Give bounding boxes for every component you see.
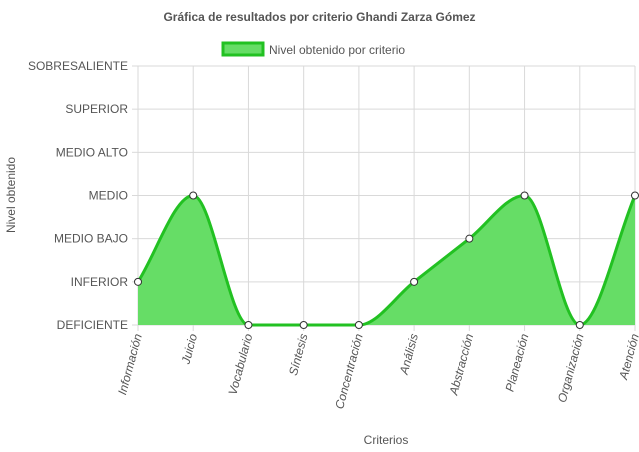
chart-title: Gráfica de resultados por criterio Ghand… bbox=[163, 10, 475, 24]
y-tick-label: DEFICIENTE bbox=[57, 318, 128, 332]
series-area bbox=[136, 193, 637, 327]
y-tick-label: SUPERIOR bbox=[65, 102, 128, 116]
data-point[interactable] bbox=[134, 277, 142, 286]
x-tick-label: Abstracción bbox=[446, 332, 476, 397]
y-tick-label: MEDIO ALTO bbox=[56, 145, 128, 159]
x-axis-label: Criterios bbox=[364, 433, 409, 447]
x-tick-label: Atención bbox=[616, 332, 639, 382]
legend-label[interactable]: Nivel obtenido por criterio bbox=[269, 43, 405, 57]
x-tick-label: Síntesis bbox=[286, 332, 311, 377]
x-tick-label: Organización bbox=[555, 332, 587, 404]
x-tick-label: Vocabulario bbox=[226, 332, 256, 397]
data-point[interactable] bbox=[520, 191, 529, 200]
x-axis-ticks: Información Juicio Vocabulario Síntesis Conc… bbox=[115, 332, 639, 411]
y-tick-label: MEDIO BAJO bbox=[54, 232, 128, 246]
data-point[interactable] bbox=[299, 321, 308, 329]
y-axis-ticks: DEFICIENTE INFERIOR MEDIO BAJO MEDIO MEDIO A… bbox=[28, 59, 128, 332]
y-tick-label: INFERIOR bbox=[71, 275, 129, 289]
data-point[interactable] bbox=[465, 234, 474, 243]
x-tick-label: Planeación bbox=[503, 332, 532, 393]
data-point[interactable] bbox=[410, 277, 419, 286]
data-point[interactable] bbox=[354, 321, 363, 329]
x-tick-label: Concentración bbox=[332, 332, 366, 411]
x-tick-label: Juicio bbox=[178, 332, 200, 367]
series-line bbox=[136, 193, 637, 327]
y-tick-label: MEDIO bbox=[89, 189, 128, 203]
legend[interactable]: Nivel obtenido por criterio bbox=[221, 41, 405, 57]
y-axis-label: Nivel obtenido bbox=[4, 157, 18, 233]
x-tick-label: Análisis bbox=[397, 332, 421, 377]
y-tick-label: SOBRESALIENTE bbox=[28, 59, 128, 73]
legend-swatch[interactable] bbox=[221, 41, 265, 57]
data-point[interactable] bbox=[631, 191, 639, 200]
data-point[interactable] bbox=[189, 191, 198, 200]
series-points[interactable] bbox=[134, 191, 639, 329]
data-point[interactable] bbox=[575, 321, 584, 329]
data-point[interactable] bbox=[244, 321, 253, 329]
x-tick-label: Información bbox=[115, 332, 145, 396]
series-area-fill bbox=[138, 195, 635, 325]
